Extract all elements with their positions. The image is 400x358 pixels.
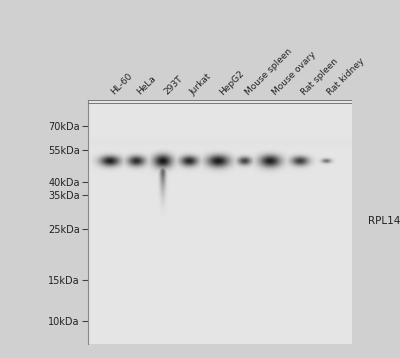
Text: HepG2: HepG2 — [217, 68, 246, 97]
Text: Rat kidney: Rat kidney — [326, 56, 366, 97]
Text: Mouse spleen: Mouse spleen — [244, 47, 294, 97]
Text: HL-60: HL-60 — [109, 72, 134, 97]
Text: Jurkat: Jurkat — [188, 72, 213, 97]
Text: Mouse ovary: Mouse ovary — [270, 49, 317, 97]
Text: RPL14: RPL14 — [368, 216, 400, 226]
Text: HeLa: HeLa — [136, 74, 158, 97]
Text: 293T: 293T — [162, 74, 184, 97]
Text: Rat spleen: Rat spleen — [299, 56, 340, 97]
